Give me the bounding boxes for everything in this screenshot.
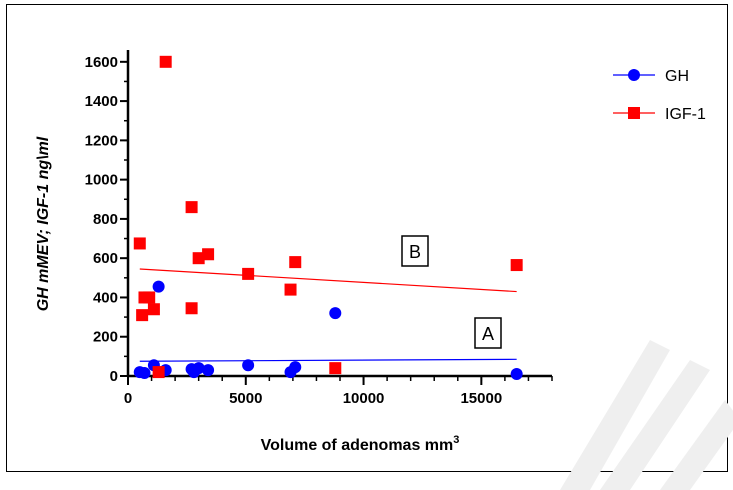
gh-point [510, 368, 523, 381]
annotation-label-a: A [482, 324, 494, 344]
gh-point [329, 307, 342, 320]
x-axis-title: Volume of adenomas mm3 [261, 434, 460, 454]
igf1-point [185, 302, 198, 315]
trendline-gh [139, 358, 517, 362]
legend-marker-gh [628, 69, 640, 81]
gh-point [152, 280, 165, 293]
axes: 0 200 400 600 800 1000 1200 1400 1600 0 5000 10000 1… [85, 50, 553, 407]
igf1-point [284, 283, 297, 296]
igf1-point [143, 291, 156, 304]
x-tick-label: 10000 [343, 390, 385, 407]
gh-point [138, 367, 151, 380]
y-tick-label: 1000 [85, 172, 118, 189]
x-tick-label: 5000 [229, 390, 262, 407]
annotations: AB [401, 235, 502, 349]
y-tick-label: 1600 [85, 54, 118, 71]
legend-label-igf-1: IGF-1 [665, 106, 706, 123]
gh-point [289, 361, 302, 374]
x-axis-title-text: Volume of adenomas mm [261, 437, 454, 454]
igf1-point [147, 303, 160, 316]
igf1-point [192, 252, 205, 265]
gh-point [202, 364, 215, 377]
igf1-point [136, 309, 149, 322]
gh-point [192, 362, 205, 375]
legend-marker-igf1 [628, 107, 640, 119]
trendline-igf-1 [139, 268, 517, 293]
igf1-point [159, 55, 172, 68]
y-tick-label: 800 [93, 211, 118, 228]
y-tick-label: 0 [110, 368, 118, 385]
igf1-point [329, 362, 342, 375]
igf1-point [152, 366, 165, 379]
y-tick-label: 400 [93, 289, 118, 306]
y-tick-label: 1400 [85, 93, 118, 110]
scatter-chart: 0 200 400 600 800 1000 1200 1400 1600 0 5000 10000 1… [35, 50, 706, 454]
gh-point [242, 359, 255, 372]
igf1-point [202, 248, 215, 261]
legend-label-gh: GH [665, 68, 689, 85]
x-tick-label: 0 [124, 390, 132, 407]
legend: GH IGF-1 [613, 68, 706, 123]
igf1-point [133, 237, 146, 250]
y-tick-label: 600 [93, 250, 118, 267]
x-tick-label: 15000 [460, 390, 502, 407]
y-axis-title: GH mMEV; IGF-1 ng\ml [35, 136, 52, 311]
x-axis-title-superscript: 3 [453, 434, 459, 446]
annotation-box-b [401, 235, 429, 267]
annotation-label-b: B [409, 242, 421, 262]
igf1-point [510, 259, 523, 272]
y-tick-label: 200 [93, 329, 118, 346]
igf1-point [242, 267, 255, 280]
trendlines [139, 268, 517, 362]
y-tick-label: 1200 [85, 132, 118, 149]
data-points [133, 55, 523, 381]
igf1-point [185, 201, 198, 214]
annotation-box-a [474, 317, 502, 349]
igf1-point [289, 256, 302, 269]
